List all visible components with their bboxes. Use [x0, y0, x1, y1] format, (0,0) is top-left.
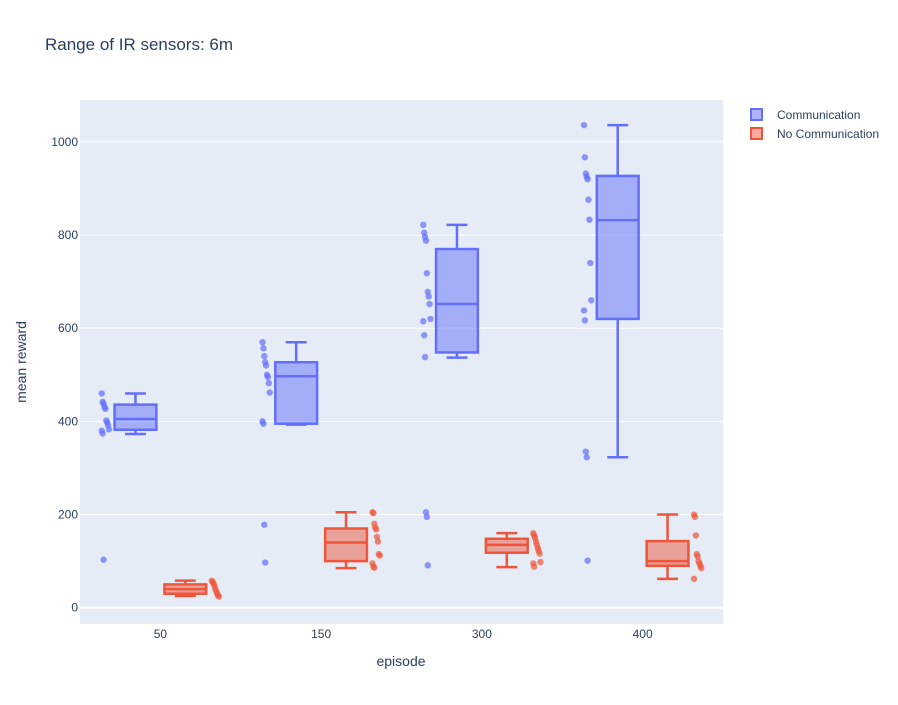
- legend-item-communication[interactable]: Communication: [750, 108, 860, 122]
- data-point: [421, 353, 429, 361]
- data-point: [262, 362, 270, 369]
- data-point: [585, 196, 592, 203]
- data-point: [584, 175, 591, 183]
- data-point: [583, 454, 590, 461]
- x-tick-label: 400: [633, 627, 653, 641]
- y-tick-label: 400: [58, 414, 78, 428]
- communication-box-400: [580, 121, 640, 564]
- legend-label: No Communication: [777, 127, 879, 141]
- data-point: [105, 426, 113, 433]
- box-iqr: [323, 527, 369, 563]
- legend-swatch: [750, 127, 763, 140]
- y-tick-label: 1000: [51, 135, 78, 149]
- data-point: [423, 513, 431, 521]
- data-point: [690, 575, 698, 583]
- data-point: [259, 339, 266, 346]
- data-point: [582, 448, 590, 455]
- data-point: [588, 297, 595, 304]
- communication-box-50: [98, 390, 158, 563]
- x-tick-label: 150: [311, 627, 331, 641]
- no-communication-box-150: [323, 509, 383, 571]
- legend-swatch: [750, 108, 763, 121]
- data-point: [371, 564, 378, 571]
- data-point: [423, 270, 431, 277]
- grid-lines: [80, 141, 723, 609]
- chart-marks: [98, 121, 705, 600]
- no-communication-box-400: [645, 511, 705, 583]
- data-point: [581, 154, 589, 161]
- legend: Communication No Communication: [750, 108, 879, 141]
- box-iqr: [595, 174, 640, 321]
- chart-title: Range of IR sensors: 6m: [45, 35, 233, 54]
- data-point: [698, 564, 705, 572]
- data-point: [262, 559, 269, 566]
- data-point: [536, 550, 543, 557]
- data-point: [261, 521, 268, 528]
- box-iqr: [274, 360, 319, 425]
- data-point: [99, 430, 106, 437]
- y-tick-label: 0: [71, 601, 78, 615]
- data-point: [424, 562, 431, 569]
- data-point: [692, 532, 700, 539]
- data-point: [98, 390, 105, 397]
- x-tick-label: 300: [472, 627, 492, 641]
- data-point: [266, 389, 273, 396]
- data-point: [691, 513, 699, 521]
- data-point: [425, 293, 432, 300]
- no-communication-box-300: [484, 529, 544, 570]
- data-point: [580, 121, 588, 129]
- data-point: [584, 557, 591, 564]
- y-tick-label: 200: [58, 508, 78, 522]
- data-point: [374, 538, 382, 545]
- y-tick-label: 800: [58, 228, 78, 242]
- data-point: [537, 558, 544, 566]
- data-point: [422, 237, 430, 244]
- data-point: [370, 509, 377, 517]
- data-point: [587, 259, 594, 267]
- legend-label: Communication: [777, 108, 860, 122]
- data-point: [260, 345, 267, 352]
- box-iqr: [113, 403, 158, 432]
- box-iqr: [434, 247, 480, 354]
- data-point: [530, 563, 538, 570]
- x-tick-label: 50: [154, 627, 168, 641]
- data-point: [264, 373, 272, 381]
- legend-item-no-communication[interactable]: No Communication: [750, 127, 879, 141]
- data-point: [265, 379, 273, 387]
- communication-box-300: [420, 221, 480, 569]
- data-point: [581, 317, 589, 324]
- data-point: [420, 221, 427, 229]
- data-point: [420, 332, 428, 339]
- data-point: [420, 318, 427, 325]
- data-point: [426, 300, 433, 308]
- data-point: [586, 216, 593, 223]
- data-point: [215, 593, 223, 600]
- no-communication-box-50: [163, 577, 223, 600]
- y-tick-label: 600: [58, 321, 78, 335]
- data-point: [372, 526, 380, 533]
- y-axis-ticks: 0 200 400 600 800 1000: [51, 135, 78, 615]
- data-point: [580, 307, 588, 314]
- data-point: [260, 420, 267, 427]
- data-point: [100, 556, 107, 563]
- data-point: [376, 552, 383, 559]
- x-axis-title: episode: [376, 653, 425, 669]
- y-axis-title: mean reward: [13, 321, 29, 403]
- x-axis-ticks: 50 150 300 400: [154, 627, 653, 641]
- data-point: [427, 315, 434, 323]
- communication-box-150: [259, 339, 319, 566]
- data-point: [102, 405, 109, 413]
- data-point: [261, 352, 268, 360]
